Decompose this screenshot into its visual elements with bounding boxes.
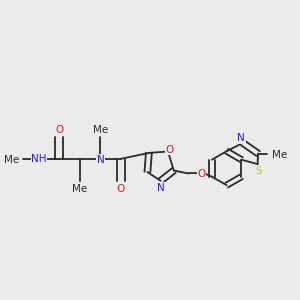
Text: O: O: [198, 169, 206, 178]
Text: Me: Me: [272, 149, 287, 160]
Text: N: N: [238, 133, 245, 143]
Text: Me: Me: [93, 125, 108, 135]
Text: Me: Me: [72, 184, 88, 194]
Text: O: O: [55, 125, 64, 135]
Text: N: N: [97, 155, 104, 165]
Text: S: S: [256, 166, 262, 176]
Text: O: O: [117, 184, 125, 194]
Text: N: N: [157, 183, 164, 193]
Text: Me: Me: [4, 155, 20, 165]
Text: O: O: [165, 145, 174, 154]
Text: NH: NH: [31, 154, 46, 164]
